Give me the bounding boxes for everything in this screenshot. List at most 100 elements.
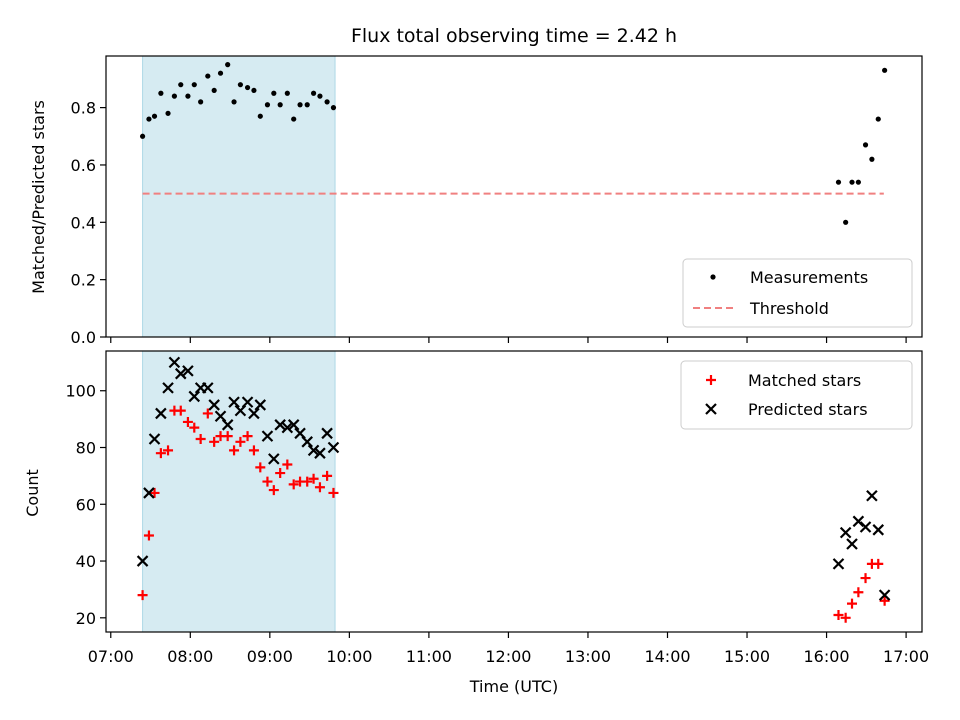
matched-star-point [847, 598, 858, 609]
x-tick-label: 10:00 [326, 647, 372, 666]
predicted-star-point [182, 365, 194, 377]
measurement-point [139, 133, 146, 139]
series-1 [136, 356, 891, 601]
measurement-point [317, 93, 323, 99]
bottom-panel: 20 40 60 80 100 07:00 08:00 09:00 10:00 11:00 12:0… [65, 350, 929, 666]
predicted-star-point [859, 521, 872, 533]
measurement-point [205, 73, 211, 79]
predicted-star-point [143, 487, 155, 499]
x-tick-label: 07:00 [88, 647, 134, 666]
legend: Measurements Threshold [682, 258, 913, 328]
legend-box [680, 360, 913, 430]
legend-predicted-label: Predicted stars [748, 400, 868, 419]
measurement-point [217, 70, 224, 76]
x-tick-label: 16:00 [804, 647, 850, 666]
legend-threshold-label: Threshold [749, 299, 829, 318]
predicted-star-point [878, 589, 891, 601]
legend: Matched stars Predicted stars [680, 360, 913, 430]
matched-star-point [222, 431, 233, 442]
top-y-axis-label: Matched/Predicted stars [29, 100, 48, 294]
legend-box [682, 258, 913, 328]
series-0 [139, 62, 888, 225]
matched-star-point [175, 405, 186, 416]
matched-star-point [235, 436, 246, 447]
matched-star-point [879, 595, 890, 606]
measurement-point [875, 116, 881, 122]
shaded-interval [142, 350, 336, 633]
measurement-point [251, 87, 257, 94]
matched-star-point [282, 459, 293, 470]
matched-star-point [242, 431, 253, 442]
measurement-point [244, 84, 251, 91]
predicted-star-point [208, 399, 220, 411]
matched-star-point [833, 609, 844, 620]
predicted-star-point [155, 407, 167, 420]
matched-star-point [322, 470, 333, 481]
measurement-point [271, 90, 277, 96]
y-tick-label: 0.6 [71, 156, 96, 175]
matched-star-point [189, 422, 200, 433]
predicted-star-point [307, 444, 320, 457]
matched-star-point [308, 473, 319, 484]
matched-star-point [853, 587, 864, 598]
measurement-point [304, 102, 310, 108]
measurement-point [225, 62, 231, 68]
predicted-star-point [314, 447, 326, 459]
x-tick-label: 09:00 [247, 647, 293, 666]
measurement-point [257, 113, 263, 119]
predicted-star-point [866, 489, 878, 502]
measurement-point [237, 82, 244, 88]
chart-title: Flux total observing time = 2.42 h [351, 25, 677, 47]
matched-star-point [314, 482, 325, 493]
measurement-point [191, 82, 197, 88]
measurement-point [835, 179, 842, 185]
matched-star-point [860, 573, 871, 584]
measurement-point [146, 116, 152, 122]
measurement-point [330, 105, 337, 111]
predicted-star-point [274, 419, 286, 431]
predicted-star-point [321, 427, 333, 440]
measurement-point [849, 179, 855, 185]
predicted-star-point [846, 538, 858, 550]
measurement-point [185, 93, 191, 99]
matched-star-point [182, 416, 193, 427]
predicted-star-point [162, 382, 174, 394]
measurement-point [324, 99, 330, 105]
measurement-point [198, 99, 204, 105]
predicted-star-point [839, 526, 852, 539]
x-tick-label: 08:00 [167, 647, 213, 666]
matched-star-point [275, 468, 286, 479]
x-tick-label: 11:00 [406, 647, 452, 666]
predicted-star-point [228, 396, 240, 408]
x-tick-label: 12:00 [485, 647, 531, 666]
matched-star-point [143, 530, 154, 541]
measurement-point [231, 99, 237, 105]
matched-star-point [195, 433, 206, 444]
legend-measurements-marker [710, 274, 716, 280]
bottom-y-axis-label: Count [23, 469, 42, 517]
predicted-star-point [281, 421, 294, 434]
x-tick-label: 15:00 [724, 647, 770, 666]
predicted-star-point [872, 524, 885, 536]
shaded-interval [142, 55, 336, 338]
x-tick-label: 17:00 [883, 647, 929, 666]
matched-star-point [163, 445, 174, 456]
measurement-point [291, 116, 297, 122]
predicted-star-point [268, 453, 280, 465]
y-tick-label: 40 [76, 552, 96, 571]
measurement-point [862, 142, 869, 148]
y-tick-label: 20 [76, 609, 96, 628]
predicted-star-point [832, 558, 845, 570]
y-tick-label: 0.0 [71, 328, 96, 347]
matched-star-point [288, 479, 299, 490]
predicted-star-point [301, 436, 313, 448]
matched-star-point [202, 408, 213, 419]
matched-star-point [155, 448, 166, 459]
predicted-star-point [188, 390, 201, 403]
legend-measurements-label: Measurements [750, 268, 868, 287]
axes-frame [105, 350, 923, 633]
measurement-point [843, 219, 849, 225]
measurement-point [151, 113, 158, 119]
predicted-star-point [327, 441, 340, 454]
matched-star-point [248, 445, 259, 456]
